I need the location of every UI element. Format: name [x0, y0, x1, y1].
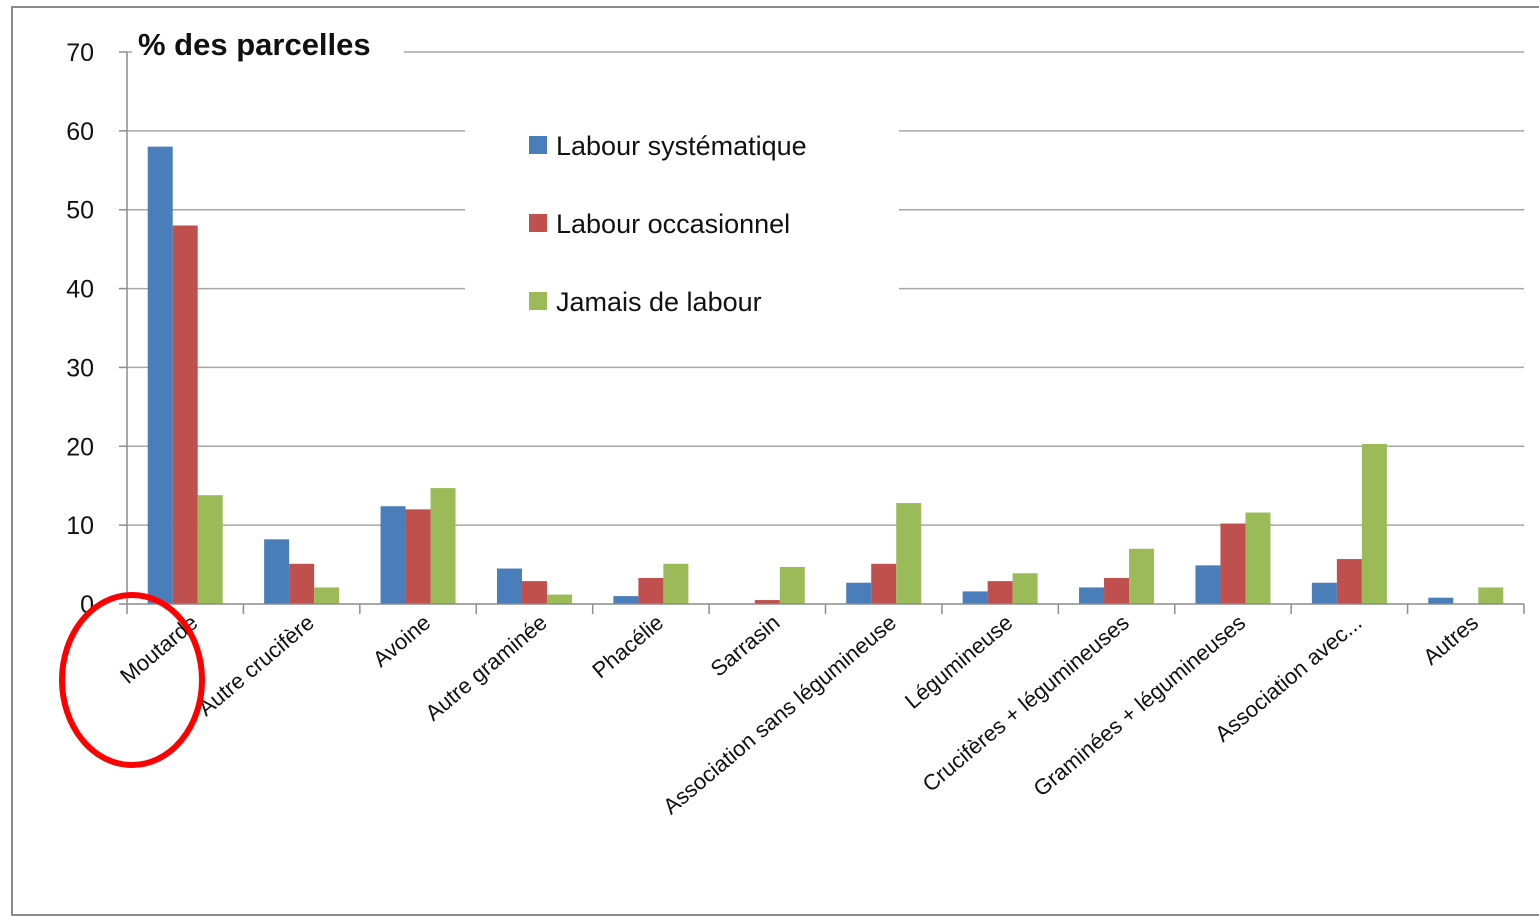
bar	[1220, 523, 1246, 604]
highlight-circle	[59, 592, 205, 768]
y-tick-label: 60	[66, 118, 94, 146]
legend-swatch	[529, 136, 547, 154]
bar	[1428, 597, 1454, 604]
x-axis	[126, 603, 1525, 614]
bar	[1079, 587, 1105, 604]
bar	[405, 509, 431, 604]
bar	[197, 495, 223, 604]
x-category-label: Phacélie	[587, 610, 668, 683]
bar	[546, 594, 572, 604]
bar	[1195, 565, 1221, 604]
bar	[380, 506, 406, 604]
bar	[1361, 443, 1387, 604]
bar	[987, 581, 1013, 604]
x-category-label: Graminées + légumineuses	[1028, 610, 1250, 802]
ylabel-background	[132, 26, 404, 70]
bar	[314, 587, 340, 604]
y-tick-label: 50	[66, 197, 94, 225]
bar	[1336, 559, 1362, 604]
bar	[896, 503, 922, 604]
bar	[754, 600, 780, 604]
legend-swatch	[529, 214, 547, 232]
bar	[613, 596, 639, 604]
x-category-label: Sarrasin	[706, 610, 785, 682]
x-category-label: Moutarde	[115, 610, 202, 689]
x-category-label: Association sans légumineuse	[658, 610, 901, 819]
bar	[962, 591, 988, 604]
x-category-label: Légumineuse	[900, 610, 1017, 714]
bar	[1478, 587, 1504, 604]
legend-label: Labour systématique	[556, 131, 807, 161]
x-category-label: Autre crucifère	[193, 610, 319, 721]
bar	[430, 488, 456, 604]
bar	[638, 577, 664, 604]
bar	[846, 582, 872, 604]
bar	[264, 539, 290, 604]
legend-label: Jamais de labour	[556, 287, 762, 317]
y-tick-label: 40	[66, 276, 94, 304]
y-tick-label: 20	[66, 433, 94, 461]
bar	[1311, 582, 1337, 604]
x-category-label: Autre graminée	[420, 610, 551, 726]
bar	[521, 581, 547, 604]
y-tick-label: 30	[66, 354, 94, 382]
x-category-label: Avoine	[368, 610, 435, 672]
bar	[1129, 548, 1155, 604]
bar	[663, 563, 689, 604]
legend-label: Labour occasionnel	[556, 209, 790, 239]
bar	[496, 568, 522, 604]
y-tick-label: 70	[66, 39, 94, 67]
legend: Labour systématique Labour occasionnel Jam…	[529, 131, 807, 317]
bar	[871, 563, 897, 604]
bars	[147, 146, 1504, 604]
x-category-label: Crucifères + légumineuses	[918, 610, 1134, 797]
bar	[779, 566, 805, 604]
legend-swatch	[529, 292, 547, 310]
bar	[172, 225, 198, 604]
bar	[147, 146, 173, 604]
bar	[1104, 577, 1130, 604]
bar	[289, 563, 315, 604]
bar	[1012, 573, 1038, 604]
y-axis-title: % des parcelles	[138, 27, 371, 62]
x-category-label: Autres	[1418, 610, 1483, 670]
y-tick-label: 10	[66, 512, 94, 540]
bar	[1245, 512, 1271, 604]
